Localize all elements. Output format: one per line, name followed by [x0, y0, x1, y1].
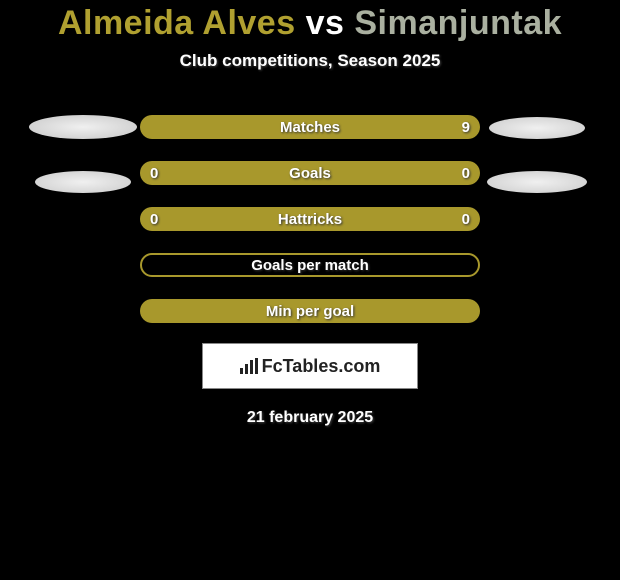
stats-column: Matches 9 0 Goals 0 0 Hattricks 0 Goals …	[140, 115, 480, 323]
stat-label: Goals	[289, 165, 331, 182]
subtitle: Club competitions, Season 2025	[180, 51, 441, 71]
stat-right-value: 9	[458, 119, 470, 136]
stat-row-min-per-goal: Min per goal	[140, 299, 480, 323]
stat-label: Min per goal	[266, 303, 354, 320]
stat-left-value: 0	[150, 211, 162, 228]
title-vs: vs	[306, 4, 345, 42]
stat-row-hattricks: 0 Hattricks 0	[140, 207, 480, 231]
stat-row-goals-per-match: Goals per match	[140, 253, 480, 277]
page-title: Almeida Alves vs Simanjuntak	[58, 4, 562, 43]
player-right-name: Simanjuntak	[354, 4, 562, 42]
footer-date: 21 february 2025	[247, 409, 373, 427]
stat-label: Hattricks	[278, 211, 342, 228]
ellipse-icon	[489, 117, 585, 139]
player-left-name: Almeida Alves	[58, 4, 296, 42]
stat-label: Goals per match	[251, 257, 369, 274]
ellipse-icon	[487, 171, 587, 193]
stat-left-value: 0	[150, 165, 162, 182]
brand-name: FcTables.com	[262, 356, 381, 377]
right-decor	[480, 115, 594, 225]
stat-row-matches: Matches 9	[140, 115, 480, 139]
brand-badge[interactable]: FcTables.com	[202, 343, 418, 389]
comparison-card: Almeida Alves vs Simanjuntak Club compet…	[0, 0, 620, 427]
bar-chart-icon	[240, 358, 258, 374]
stat-label: Matches	[280, 119, 340, 136]
ellipse-icon	[29, 115, 137, 139]
stat-row-goals: 0 Goals 0	[140, 161, 480, 185]
left-decor	[26, 115, 140, 225]
ellipse-icon	[35, 171, 131, 193]
stat-right-value: 0	[458, 165, 470, 182]
stat-right-value: 0	[458, 211, 470, 228]
stats-area: Matches 9 0 Goals 0 0 Hattricks 0 Goals …	[0, 115, 620, 323]
